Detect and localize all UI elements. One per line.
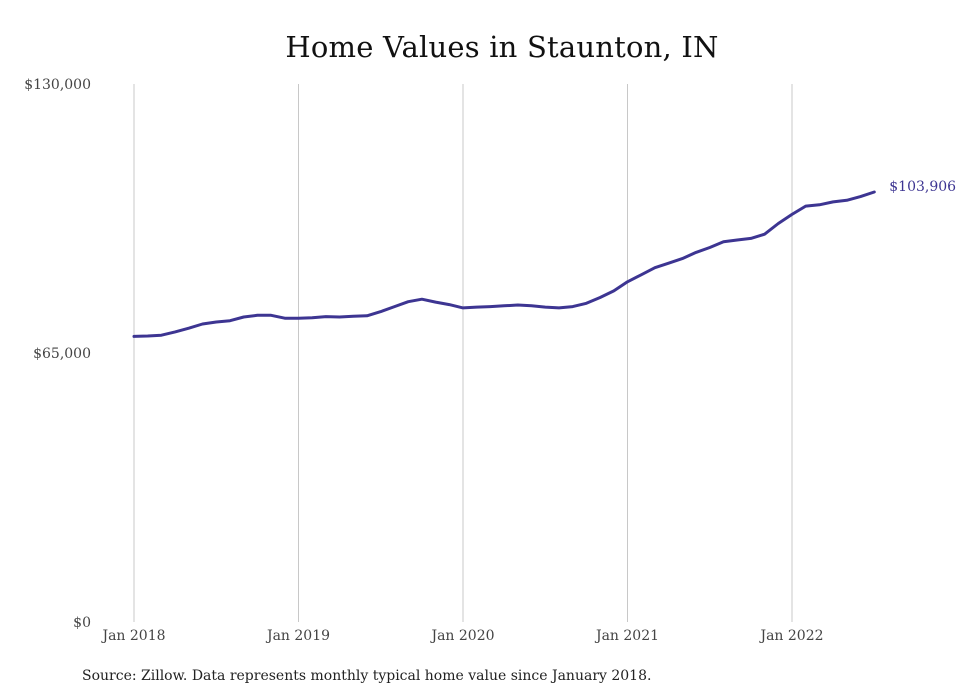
x-tick-label: Jan 2020 [429, 628, 494, 644]
end-value-label: $103,906 [889, 179, 956, 195]
series-layer [132, 190, 876, 338]
grid-lines [133, 84, 793, 622]
y-tick-label: $0 [73, 615, 91, 631]
x-tick-label: Jan 2018 [100, 628, 165, 644]
annotations: $103,906 [889, 179, 956, 195]
y-tick-label: $65,000 [33, 346, 91, 362]
y-tick-label: $130,000 [24, 77, 91, 93]
chart-source: Source: Zillow. Data represents monthly … [82, 668, 652, 684]
x-tick-label: Jan 2021 [594, 628, 659, 644]
series-line [132, 190, 876, 338]
x-tick-label: Jan 2019 [265, 628, 330, 644]
y-axis-ticks: $0 $65,000 $130,000 [24, 77, 91, 631]
x-axis-ticks: Jan 2018 Jan 2019 Jan 2020 Jan 2021 Jan 2022 [100, 628, 823, 644]
x-tick-label: Jan 2022 [758, 628, 823, 644]
chart-title: Home Values in Staunton, IN [285, 30, 719, 64]
